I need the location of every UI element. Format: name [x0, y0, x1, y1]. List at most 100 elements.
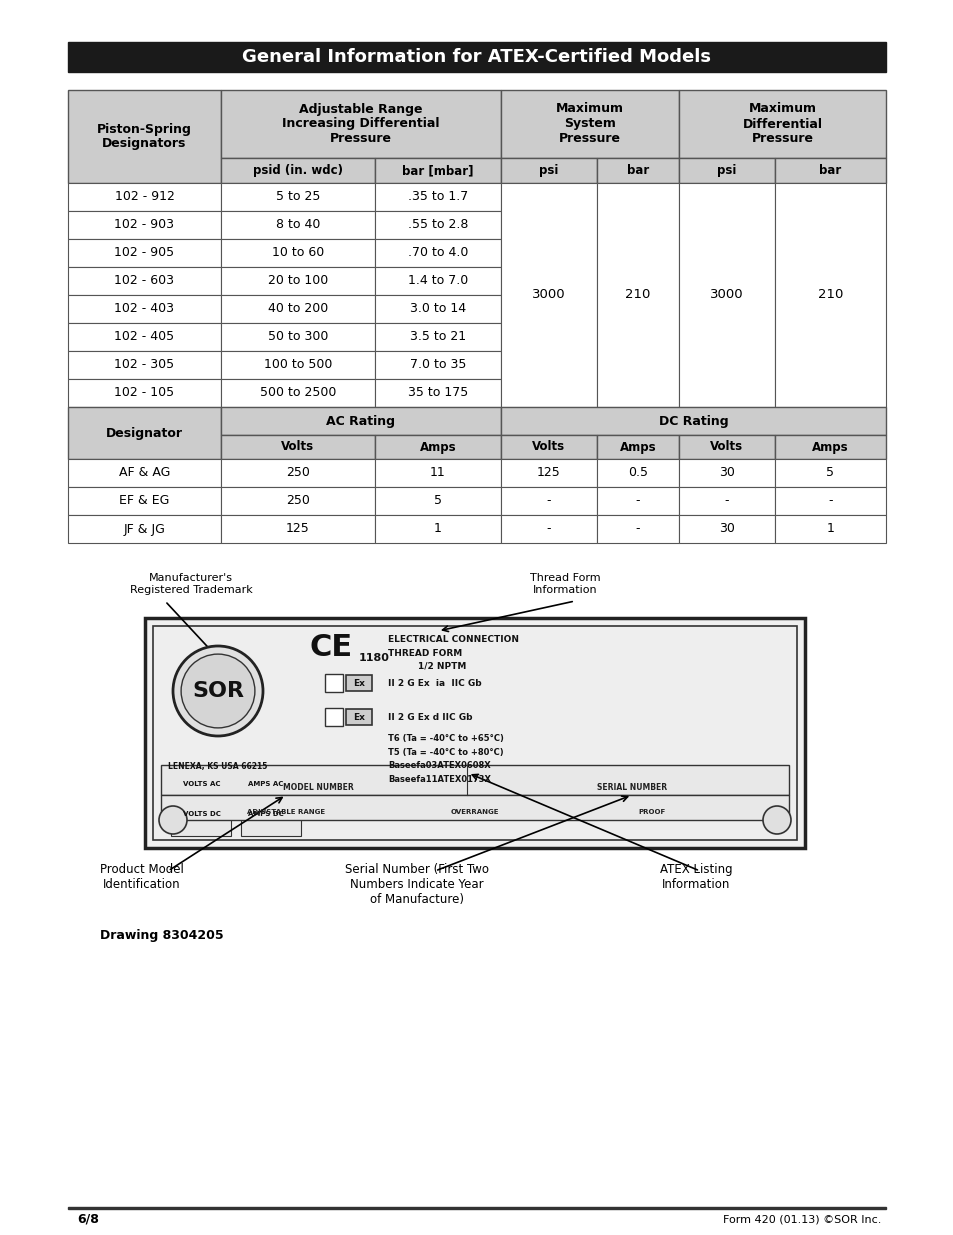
- Text: DC Rating: DC Rating: [658, 415, 727, 427]
- Bar: [597, 515, 679, 543]
- Text: Manufacturer's
Registered Trademark: Manufacturer's Registered Trademark: [130, 573, 253, 594]
- Text: AMPS DC: AMPS DC: [248, 811, 283, 818]
- Circle shape: [172, 646, 263, 736]
- Text: psi: psi: [538, 164, 558, 177]
- Text: SERIAL NUMBER: SERIAL NUMBER: [597, 783, 666, 792]
- Text: T6 (Ta = -40°C to +65°C): T6 (Ta = -40°C to +65°C): [388, 734, 503, 742]
- Text: -: -: [546, 494, 551, 508]
- Text: -: -: [546, 522, 551, 536]
- Bar: [68, 42, 885, 72]
- Text: II 2 G Ex  ia  IIC Gb: II 2 G Ex ia IIC Gb: [388, 678, 481, 688]
- Bar: [221, 158, 375, 183]
- Text: 100 to 500: 100 to 500: [264, 358, 332, 372]
- Text: 35 to 175: 35 to 175: [408, 387, 468, 399]
- Bar: [68, 183, 221, 211]
- Bar: [221, 295, 375, 324]
- Bar: [679, 459, 774, 487]
- Text: 102 - 405: 102 - 405: [114, 331, 174, 343]
- Text: 40 to 200: 40 to 200: [268, 303, 328, 315]
- Bar: [500, 515, 597, 543]
- Text: Maximum
System
Pressure: Maximum System Pressure: [556, 103, 623, 146]
- Text: Drawing 8304205: Drawing 8304205: [100, 929, 223, 941]
- Bar: [221, 183, 375, 211]
- Text: Volts: Volts: [532, 441, 565, 453]
- Text: 6/8: 6/8: [77, 1213, 99, 1225]
- Bar: [679, 487, 774, 515]
- Text: 0.5: 0.5: [627, 467, 647, 479]
- Bar: [241, 818, 301, 836]
- Text: LENEXA, KS USA 66215: LENEXA, KS USA 66215: [168, 762, 268, 771]
- Bar: [375, 435, 500, 459]
- Text: 210: 210: [624, 289, 650, 301]
- Bar: [774, 183, 885, 408]
- Text: ATEX Listing
Information: ATEX Listing Information: [659, 863, 732, 890]
- Text: Serial Number (First Two
Numbers Indicate Year
of Manufacture): Serial Number (First Two Numbers Indicat…: [345, 863, 489, 906]
- Text: 102 - 905: 102 - 905: [114, 247, 174, 259]
- Bar: [500, 435, 597, 459]
- Bar: [375, 267, 500, 295]
- Bar: [68, 240, 221, 267]
- Text: .70 to 4.0: .70 to 4.0: [407, 247, 468, 259]
- Text: ELECTRICAL CONNECTION: ELECTRICAL CONNECTION: [388, 636, 518, 645]
- Text: VOLTS AC: VOLTS AC: [183, 781, 220, 787]
- Text: SOR: SOR: [192, 680, 244, 701]
- Text: 11: 11: [430, 467, 445, 479]
- Bar: [375, 211, 500, 240]
- Bar: [679, 515, 774, 543]
- Bar: [145, 618, 804, 848]
- Bar: [375, 351, 500, 379]
- Bar: [500, 408, 885, 435]
- Bar: [221, 267, 375, 295]
- Text: 102 - 105: 102 - 105: [114, 387, 174, 399]
- Text: THREAD FORM: THREAD FORM: [388, 648, 462, 657]
- Bar: [597, 487, 679, 515]
- Bar: [774, 515, 885, 543]
- Text: PROOF: PROOF: [638, 809, 665, 815]
- Text: Volts: Volts: [710, 441, 742, 453]
- Text: -: -: [635, 522, 639, 536]
- Text: 1.4 to 7.0: 1.4 to 7.0: [408, 274, 468, 288]
- Bar: [325, 674, 343, 692]
- Bar: [171, 789, 231, 806]
- Bar: [68, 90, 221, 183]
- Text: Amps: Amps: [619, 441, 656, 453]
- Text: 102 - 603: 102 - 603: [114, 274, 174, 288]
- Bar: [68, 459, 221, 487]
- Text: 1180: 1180: [358, 653, 390, 663]
- Text: bar [mbar]: bar [mbar]: [402, 164, 474, 177]
- Bar: [375, 487, 500, 515]
- Text: Baseefa11ATEX0173X: Baseefa11ATEX0173X: [388, 776, 491, 784]
- Bar: [221, 408, 500, 435]
- Bar: [375, 295, 500, 324]
- Text: .55 to 2.8: .55 to 2.8: [407, 219, 468, 231]
- Text: Amps: Amps: [419, 441, 456, 453]
- Text: T5 (Ta = -40°C to +80°C): T5 (Ta = -40°C to +80°C): [388, 747, 503, 757]
- Text: 5 to 25: 5 to 25: [275, 190, 320, 204]
- Bar: [679, 183, 774, 408]
- Bar: [221, 435, 375, 459]
- Text: -: -: [635, 494, 639, 508]
- Text: 102 - 912: 102 - 912: [114, 190, 174, 204]
- Bar: [68, 324, 221, 351]
- Circle shape: [762, 806, 790, 834]
- Text: JF & JG: JF & JG: [124, 522, 165, 536]
- Text: 1: 1: [434, 522, 441, 536]
- Bar: [375, 324, 500, 351]
- Bar: [221, 324, 375, 351]
- Bar: [500, 459, 597, 487]
- Bar: [221, 90, 500, 158]
- Bar: [221, 379, 375, 408]
- Bar: [375, 158, 500, 183]
- Bar: [375, 459, 500, 487]
- Text: 30: 30: [719, 467, 734, 479]
- Text: 3.5 to 21: 3.5 to 21: [410, 331, 466, 343]
- Text: 5: 5: [434, 494, 441, 508]
- Text: 10 to 60: 10 to 60: [272, 247, 324, 259]
- Text: Adjustable Range
Increasing Differential
Pressure: Adjustable Range Increasing Differential…: [282, 103, 439, 146]
- Text: psi: psi: [717, 164, 736, 177]
- Text: EF & EG: EF & EG: [119, 494, 170, 508]
- Bar: [68, 211, 221, 240]
- Bar: [774, 158, 885, 183]
- Text: Ex: Ex: [353, 678, 365, 688]
- Text: General Information for ATEX-Certified Models: General Information for ATEX-Certified M…: [242, 48, 711, 65]
